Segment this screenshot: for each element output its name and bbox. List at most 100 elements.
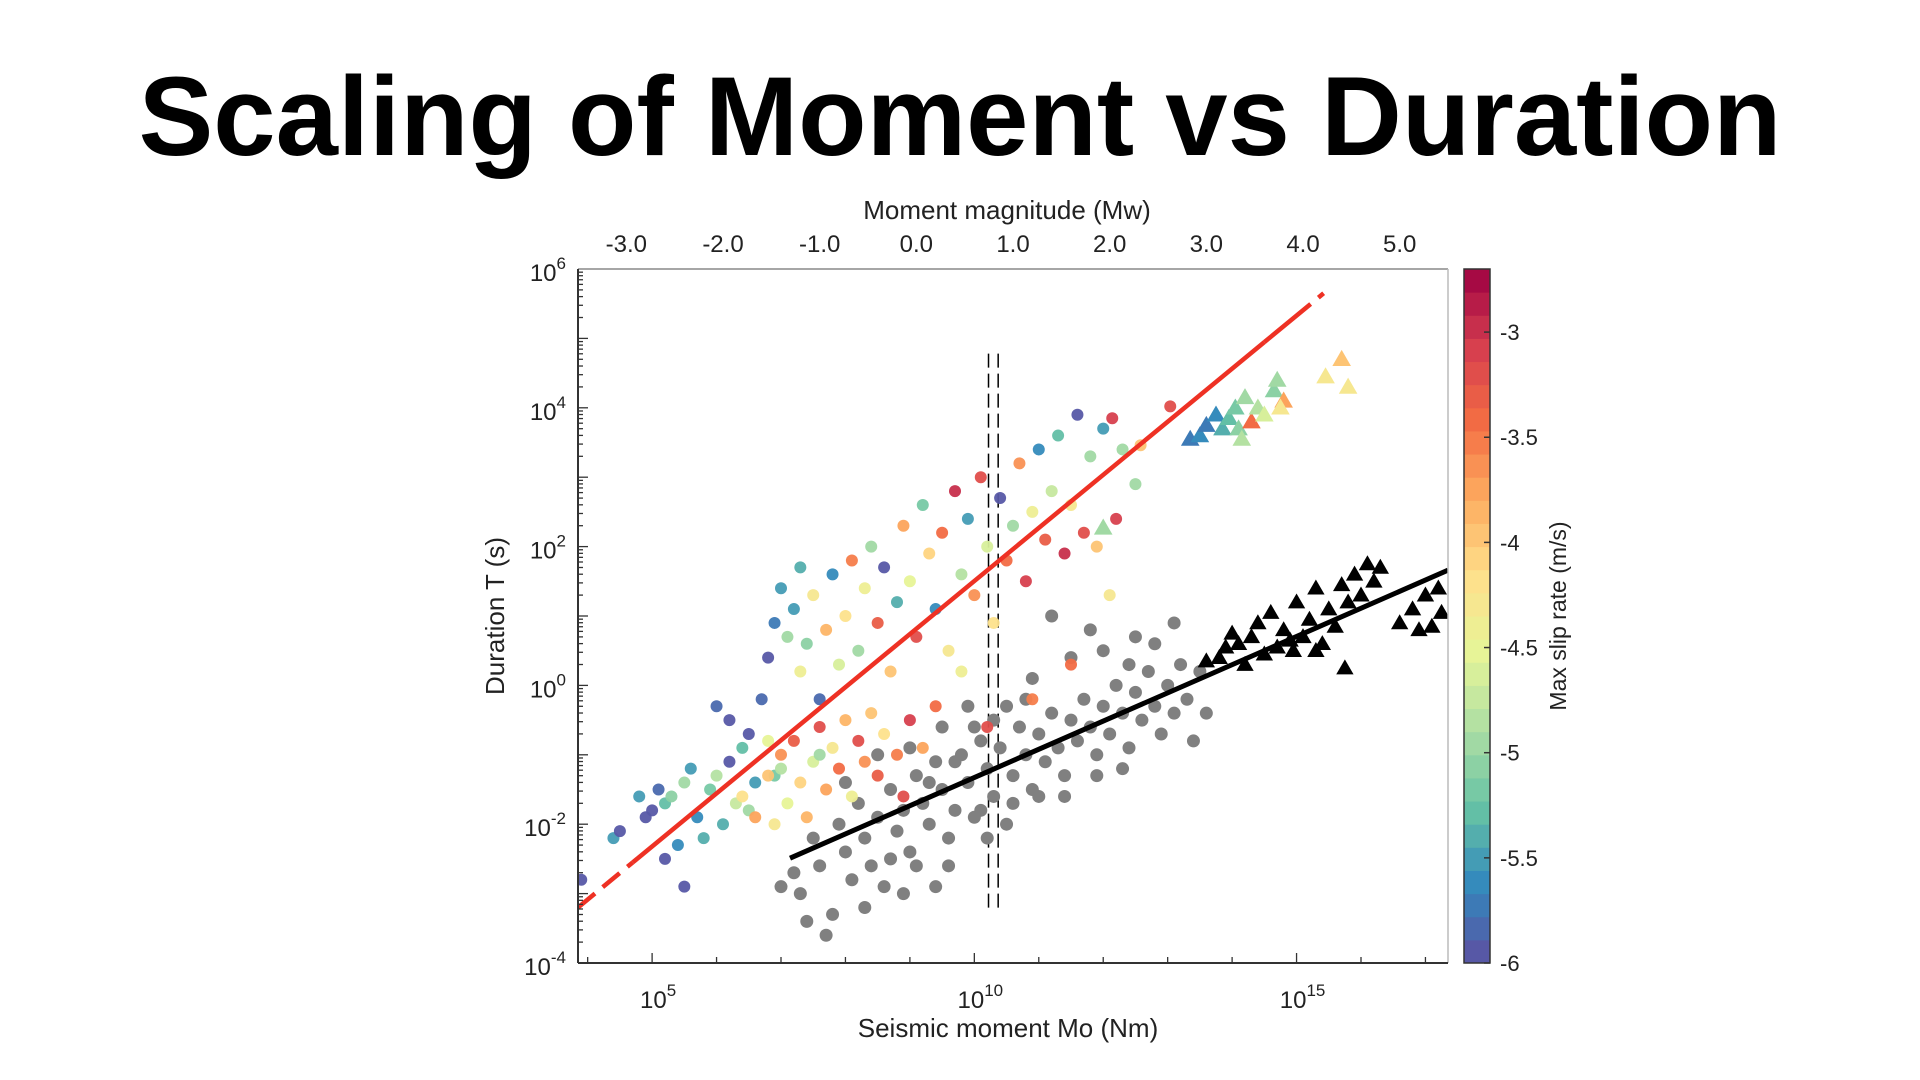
tick-base: 10 [640, 987, 667, 1014]
top-tick-label: 1.0 [996, 231, 1029, 258]
black-triangle-point [1249, 614, 1267, 630]
colorbar-band [1464, 384, 1490, 409]
gray-data-point [961, 699, 975, 713]
slide-title: Scaling of Moment vs Duration [138, 54, 1782, 179]
black-triangle-point [1429, 579, 1448, 595]
black-triangle-point [1236, 655, 1254, 671]
colored-data-point [578, 873, 588, 886]
colored-data-point [1013, 457, 1026, 470]
colored-data-point [775, 748, 787, 761]
gray-data-point [1045, 706, 1059, 720]
gray-data-point [903, 845, 917, 859]
colored-data-point [839, 610, 852, 622]
colored-data-point [1071, 408, 1084, 421]
gray-data-point [845, 873, 859, 887]
gray-data-point [1064, 713, 1078, 727]
colored-data-point [936, 526, 949, 539]
gray-data-point [1096, 699, 1110, 713]
tick-exponent: 10 [984, 981, 1003, 1000]
colored-data-point [1084, 450, 1097, 463]
top-tick-label: -1.0 [799, 231, 840, 258]
top-tick-label: -3.0 [606, 231, 647, 258]
colored-data-point [813, 721, 826, 734]
colorbar-band [1464, 893, 1490, 918]
gray-data-point [1070, 734, 1084, 748]
y-axis-label: Duration T (s) [480, 537, 510, 695]
gray-data-point [1000, 817, 1014, 831]
colored-data-point [1106, 412, 1119, 425]
black-triangle-point [1326, 617, 1344, 633]
colored-data-point [987, 616, 1000, 629]
gray-data-point [774, 880, 788, 894]
colored-triangle-point [1264, 381, 1284, 398]
colored-data-point [762, 769, 775, 782]
tick-exponent: -2 [551, 809, 566, 828]
colored-data-point [903, 575, 916, 588]
gray-data-point [929, 880, 943, 894]
colorbar-band [1464, 269, 1490, 293]
colorbar-band [1464, 454, 1490, 478]
colorbar-band [1464, 292, 1490, 316]
colored-data-point [845, 790, 858, 803]
colored-data-point [800, 811, 813, 824]
y-tick-label: 10-2 [524, 809, 566, 842]
colored-data-point [768, 818, 781, 831]
colored-data-point [1007, 519, 1019, 532]
colorbar-band [1464, 731, 1490, 756]
gray-data-point [942, 831, 956, 845]
y-tick-label: 100 [530, 670, 566, 703]
gray-data-point [1161, 678, 1175, 692]
gray-data-point [1180, 692, 1194, 706]
colorbar-tick-label: -3.5 [1500, 425, 1538, 450]
colored-triangle-point [1226, 398, 1245, 415]
tick-base: 10 [530, 399, 557, 426]
colored-data-point [1052, 429, 1065, 442]
tick-base: 10 [1280, 987, 1307, 1014]
tick-base: 10 [524, 954, 551, 981]
colored-data-point [1097, 422, 1110, 435]
black-triangle-point [1416, 586, 1435, 602]
tick-exponent: 4 [557, 393, 566, 412]
gray-data-point [838, 776, 852, 790]
colored-data-point [633, 790, 646, 803]
tick-exponent: 6 [557, 254, 566, 273]
gray-data-point [832, 817, 846, 831]
colored-triangle-point [1232, 429, 1252, 446]
black-triangle-point [1223, 624, 1241, 640]
gray-data-point [858, 831, 872, 845]
gray-data-point [1141, 665, 1155, 679]
black-triangle-point [1336, 659, 1354, 675]
gray-data-point [980, 831, 994, 845]
colored-data-point [955, 665, 968, 678]
gray-data-point [1148, 637, 1162, 651]
y-tick-label: 10-4 [524, 948, 566, 981]
colored-data-point [891, 748, 903, 761]
black-triangle-point [1320, 600, 1338, 616]
gray-data-point [858, 900, 872, 914]
gray-data-point [948, 755, 962, 769]
colored-data-point [1032, 443, 1045, 456]
colored-triangle-point [1267, 370, 1287, 387]
gray-data-point [1103, 727, 1117, 741]
colored-data-point [1129, 478, 1142, 491]
colored-triangle-point [1316, 367, 1335, 384]
gray-data-point [922, 817, 936, 831]
black-triangle-point [1345, 565, 1364, 581]
gray-data-point [974, 734, 988, 748]
colorbar-band [1464, 569, 1490, 594]
y-tick-label: 106 [530, 254, 566, 287]
colorbar-tick-label: -6 [1500, 951, 1520, 976]
colored-data-point [762, 651, 775, 664]
black-triangle-point [1197, 652, 1216, 668]
colorbar-band [1464, 592, 1490, 617]
slow-earthquake-fit-dashed-start [578, 860, 635, 910]
colored-triangle-point [1213, 419, 1232, 436]
gray-data-point [1135, 713, 1149, 727]
gray-data-point [974, 803, 988, 817]
colored-data-point [723, 755, 736, 768]
colored-data-point [826, 568, 839, 581]
colorbar-band [1464, 500, 1490, 524]
colored-data-point [1026, 505, 1039, 518]
colored-triangle-point [1332, 349, 1351, 366]
